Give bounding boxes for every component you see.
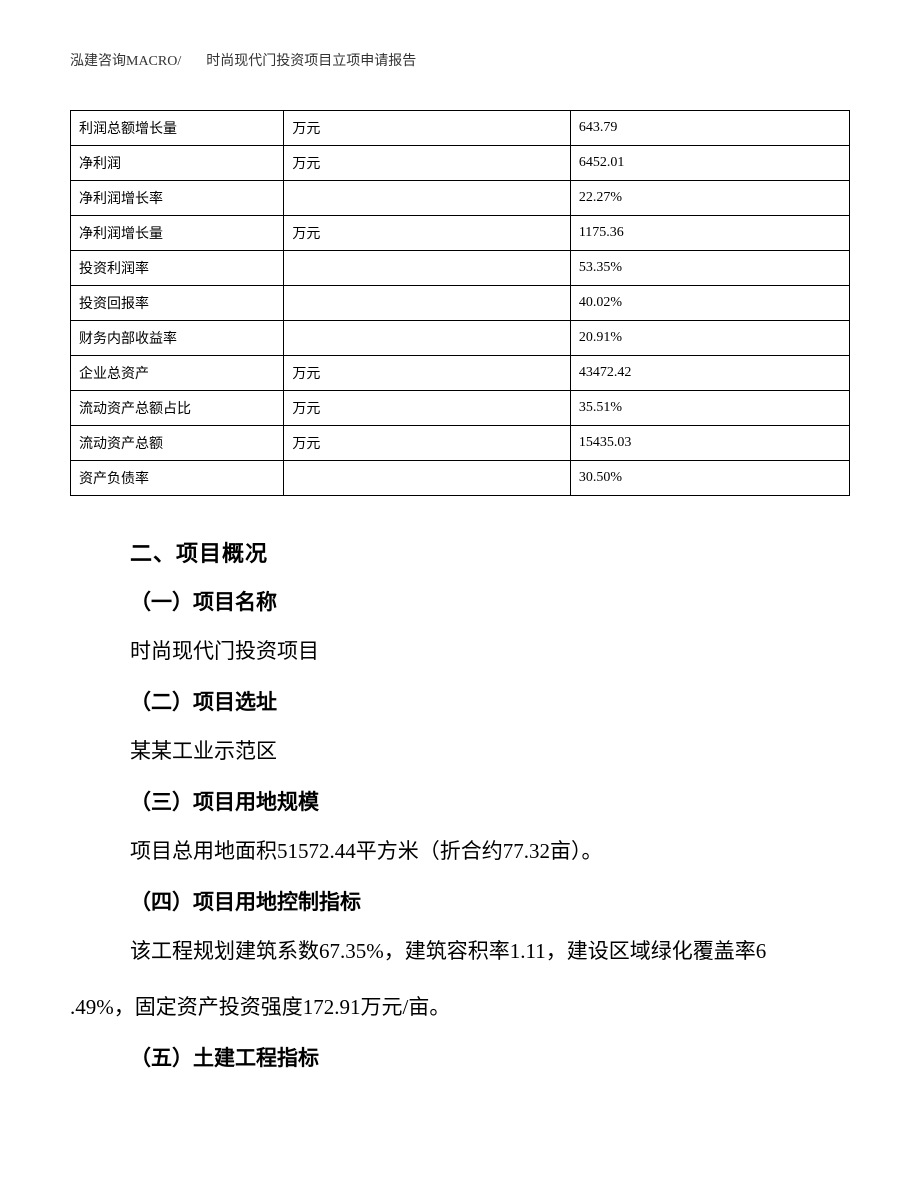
content-body: 二、项目概况 （一）项目名称 时尚现代门投资项目 （二）项目选址 某某工业示范区… xyxy=(70,536,850,1072)
cell-label: 流动资产总额 xyxy=(71,426,284,461)
table-row: 财务内部收益率 20.91% xyxy=(71,321,850,356)
cell-unit: 万元 xyxy=(284,216,570,251)
cell-label: 净利润增长率 xyxy=(71,181,284,216)
section-heading: 二、项目概况 xyxy=(130,536,850,568)
cell-value: 1175.36 xyxy=(570,216,849,251)
cell-unit xyxy=(284,181,570,216)
cell-value: 40.02% xyxy=(570,286,849,321)
page: 泓建咨询MACRO/ 时尚现代门投资项目立项申请报告 利润总额增长量 万元 64… xyxy=(0,0,920,1191)
cell-value: 35.51% xyxy=(570,391,849,426)
table-row: 流动资产总额占比 万元 35.51% xyxy=(71,391,850,426)
financial-table: 利润总额增长量 万元 643.79 净利润 万元 6452.01 净利润增长率 … xyxy=(70,110,850,496)
cell-unit xyxy=(284,321,570,356)
subsection-title-3: （三）项目用地规模 xyxy=(130,786,850,816)
subsection-body-2: 某某工业示范区 xyxy=(130,730,850,772)
subsection-body-4-line2: .49%，固定资产投资强度172.91万元/亩。 xyxy=(70,986,850,1028)
cell-label: 资产负债率 xyxy=(71,461,284,496)
subsection-title-2: （二）项目选址 xyxy=(130,686,850,716)
table-row: 流动资产总额 万元 15435.03 xyxy=(71,426,850,461)
subsection-body-3: 项目总用地面积51572.44平方米（折合约77.32亩）。 xyxy=(130,830,850,872)
cell-value: 53.35% xyxy=(570,251,849,286)
table-row: 净利润 万元 6452.01 xyxy=(71,146,850,181)
header-doc-title: 时尚现代门投资项目立项申请报告 xyxy=(206,54,416,69)
subsection-title-4: （四）项目用地控制指标 xyxy=(130,886,850,916)
header-company: 泓建咨询MACRO/ xyxy=(70,54,181,69)
cell-value: 643.79 xyxy=(570,111,849,146)
cell-value: 20.91% xyxy=(570,321,849,356)
cell-unit xyxy=(284,251,570,286)
subsection-title-5: （五）土建工程指标 xyxy=(130,1042,850,1072)
table-row: 利润总额增长量 万元 643.79 xyxy=(71,111,850,146)
cell-label: 净利润增长量 xyxy=(71,216,284,251)
cell-value: 15435.03 xyxy=(570,426,849,461)
cell-label: 投资回报率 xyxy=(71,286,284,321)
cell-value: 30.50% xyxy=(570,461,849,496)
cell-unit xyxy=(284,286,570,321)
cell-value: 6452.01 xyxy=(570,146,849,181)
cell-label: 企业总资产 xyxy=(71,356,284,391)
cell-unit: 万元 xyxy=(284,426,570,461)
cell-label: 流动资产总额占比 xyxy=(71,391,284,426)
cell-label: 投资利润率 xyxy=(71,251,284,286)
table-row: 企业总资产 万元 43472.42 xyxy=(71,356,850,391)
cell-unit: 万元 xyxy=(284,146,570,181)
cell-value: 43472.42 xyxy=(570,356,849,391)
subsection-title-1: （一）项目名称 xyxy=(130,586,850,616)
table-row: 投资利润率 53.35% xyxy=(71,251,850,286)
table-row: 资产负债率 30.50% xyxy=(71,461,850,496)
table-row: 净利润增长率 22.27% xyxy=(71,181,850,216)
cell-label: 净利润 xyxy=(71,146,284,181)
table-row: 净利润增长量 万元 1175.36 xyxy=(71,216,850,251)
cell-unit xyxy=(284,461,570,496)
cell-unit: 万元 xyxy=(284,356,570,391)
cell-label: 利润总额增长量 xyxy=(71,111,284,146)
cell-unit: 万元 xyxy=(284,111,570,146)
cell-unit: 万元 xyxy=(284,391,570,426)
page-header: 泓建咨询MACRO/ 时尚现代门投资项目立项申请报告 xyxy=(70,50,850,70)
cell-label: 财务内部收益率 xyxy=(71,321,284,356)
cell-value: 22.27% xyxy=(570,181,849,216)
table-row: 投资回报率 40.02% xyxy=(71,286,850,321)
subsection-body-4-line1: 该工程规划建筑系数67.35%，建筑容积率1.11，建设区域绿化覆盖率6 xyxy=(130,930,850,972)
subsection-body-1: 时尚现代门投资项目 xyxy=(130,630,850,672)
